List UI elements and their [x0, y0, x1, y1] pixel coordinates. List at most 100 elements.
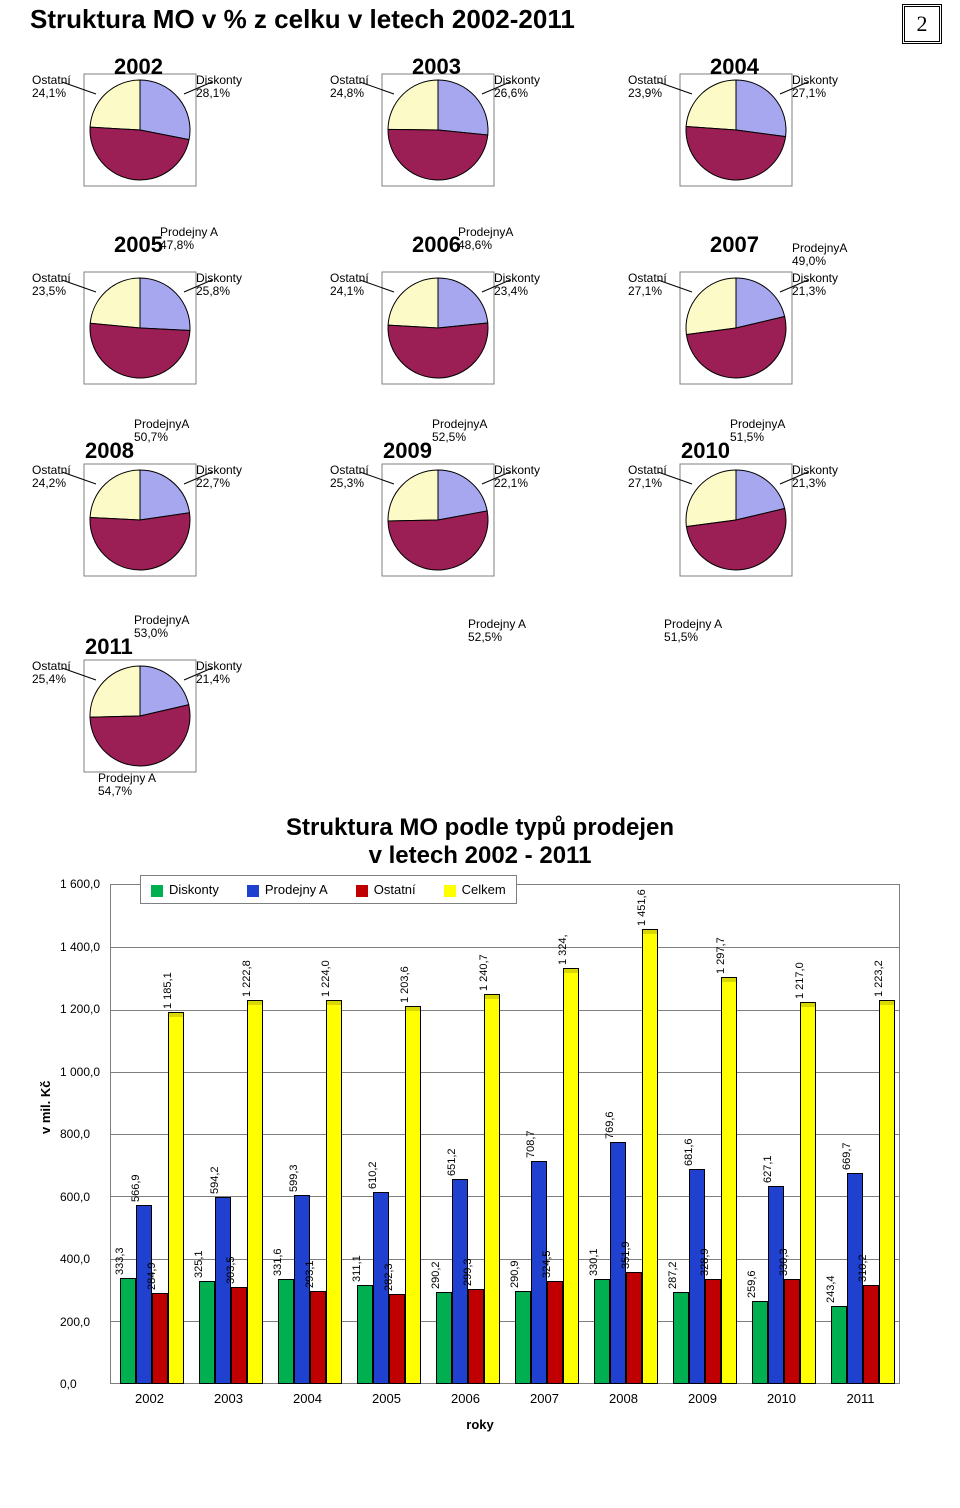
pie-year: 2002 — [114, 54, 163, 80]
bar-value: 303,5 — [225, 1257, 237, 1285]
bar-value: 1 224,0 — [320, 960, 332, 997]
legend-item: Ostatní — [356, 882, 416, 897]
pie-label: Prodejny A47,8% — [160, 226, 218, 252]
bar-value: 330,1 — [588, 1249, 600, 1277]
pie-year: 2011 — [85, 634, 133, 660]
pie-label: ProdejnyA52,5% — [432, 418, 487, 444]
bar-value: 669,7 — [841, 1142, 853, 1170]
bar-value: 627,1 — [762, 1156, 774, 1184]
bar-value: 351,9 — [620, 1242, 632, 1270]
pie-label: ProdejnyA48,6% — [458, 226, 513, 252]
bar-value: 566,9 — [130, 1175, 142, 1203]
bar-value: 328,9 — [699, 1249, 711, 1277]
barchart: 333,3566,9284,91 185,1325,1594,2303,51 2… — [40, 904, 920, 1444]
pie-2008: 2008Ostatní24,2%Diskonty22,7%ProdejnyA50… — [20, 420, 300, 620]
bar-value: 1 203,6 — [399, 966, 411, 1003]
y-tick: 800,0 — [60, 1127, 90, 1141]
bar-value: 290,9 — [509, 1261, 521, 1289]
bar-ostatni: 328,9 — [705, 1279, 721, 1384]
bar-diskonty: 325,1 — [199, 1281, 215, 1385]
bar-ostatni: 282,3 — [389, 1294, 405, 1384]
bar-value: 325,1 — [193, 1250, 205, 1278]
y-tick: 600,0 — [60, 1190, 90, 1204]
pie-2011: 2011Ostatní25,4%Diskonty21,4%ProdejnyA53… — [20, 616, 300, 806]
x-tick: 2009 — [663, 1391, 742, 1406]
bar-celkem: 1 297,7 — [721, 977, 737, 1385]
bar-value: 259,6 — [746, 1271, 758, 1299]
pie-year: 2003 — [412, 54, 461, 80]
pie-label: ProdejnyA50,7% — [134, 418, 189, 444]
page-number-badge: 2 — [902, 4, 942, 44]
x-tick: 2004 — [268, 1391, 347, 1406]
pie-2007: 2007Ostatní27,1%Diskonty21,3%ProdejnyA49… — [616, 228, 896, 418]
y-tick: 200,0 — [60, 1315, 90, 1329]
bar-diskonty: 259,6 — [752, 1301, 768, 1384]
bar-value: 1 297,7 — [715, 937, 727, 974]
barchart-legend: DiskontyProdejny AOstatníCelkem — [140, 875, 517, 904]
pie-label: Diskonty22,1% — [494, 464, 540, 490]
bar-diskonty: 311,1 — [357, 1285, 373, 1384]
pie-label: Diskonty25,8% — [196, 272, 242, 298]
pie-label: Diskonty21,3% — [792, 272, 838, 298]
bar-value: 287,2 — [667, 1262, 679, 1290]
pie-label: Diskonty27,1% — [792, 74, 838, 100]
x-tick: 2002 — [110, 1391, 189, 1406]
bar-diskonty: 243,4 — [831, 1306, 847, 1384]
pie-label: Ostatní23,5% — [32, 272, 71, 298]
y-axis-title: v mil. Kč — [38, 1081, 53, 1134]
bar-ostatni: 351,9 — [626, 1272, 642, 1384]
pie-year: 2009 — [383, 438, 432, 464]
pie-label: Diskonty23,4% — [494, 272, 540, 298]
x-tick: 2003 — [189, 1391, 268, 1406]
bar-value: 1 240,7 — [478, 955, 490, 992]
bar-celkem: 1 240,7 — [484, 994, 500, 1384]
bar-diskonty: 287,2 — [673, 1292, 689, 1384]
pie-label: Diskonty26,6% — [494, 74, 540, 100]
bar-value: 330,3 — [778, 1248, 790, 1276]
x-tick: 2005 — [347, 1391, 426, 1406]
pie-extra-label: Prodejny A52,5% — [468, 618, 526, 808]
pie-label: Ostatní27,1% — [628, 272, 667, 298]
bar-value: 651,2 — [446, 1148, 458, 1176]
pie-label: Diskonty21,3% — [792, 464, 838, 490]
pie-2006: 2006Ostatní24,1%Diskonty23,4%ProdejnyA48… — [318, 228, 598, 418]
bar-ostatni: 310,2 — [863, 1285, 879, 1384]
bar-value: 1 217,0 — [794, 962, 806, 999]
pie-label: Diskonty28,1% — [196, 74, 242, 100]
pie-year: 2007 — [710, 232, 759, 258]
bar-value: 284,9 — [146, 1263, 158, 1291]
bar-value: 708,7 — [525, 1130, 537, 1158]
page-title: Struktura MO v % z celku v letech 2002-2… — [30, 4, 575, 35]
x-tick: 2007 — [505, 1391, 584, 1406]
bar-ostatni: 299,3 — [468, 1289, 484, 1385]
bar-value: 331,6 — [272, 1248, 284, 1276]
bar-value: 324,5 — [541, 1250, 553, 1278]
pie-extra-label: Prodejny A51,5% — [664, 618, 722, 808]
pie-label: Diskonty22,7% — [196, 464, 242, 490]
bar-value: 681,6 — [683, 1139, 695, 1167]
pie-label: Diskonty21,4% — [196, 660, 242, 686]
bar-prodejnyA: 599,3 — [294, 1195, 310, 1384]
pie-label: Ostatní24,8% — [330, 74, 369, 100]
bar-diskonty: 290,9 — [515, 1291, 531, 1384]
bar-ostatni: 284,9 — [152, 1293, 168, 1384]
pie-label: Ostatní23,9% — [628, 74, 667, 100]
bar-value: 299,3 — [462, 1258, 474, 1286]
bar-value: 1 324, — [557, 935, 569, 966]
bar-diskonty: 290,2 — [436, 1292, 452, 1385]
bar-value: 311,1 — [351, 1255, 363, 1282]
pie-2004: 2004Ostatní23,9%Diskonty27,1% — [616, 46, 896, 226]
bar-celkem: 1 224,0 — [326, 1000, 342, 1385]
bar-diskonty: 333,3 — [120, 1278, 136, 1384]
bar-celkem: 1 203,6 — [405, 1006, 421, 1384]
bar-value: 1 185,1 — [162, 972, 174, 1009]
y-tick: 1 600,0 — [60, 877, 100, 891]
pie-label: Ostatní25,3% — [330, 464, 369, 490]
pie-2010: 2010Ostatní27,1%Diskonty21,3%ProdejnyA51… — [616, 420, 896, 620]
subtitle: Struktura MO podle typů prodejenv letech… — [0, 814, 960, 869]
bar-value: 1 451,6 — [636, 889, 648, 926]
bar-value: 310,2 — [857, 1255, 869, 1283]
pie-label: Ostatní27,1% — [628, 464, 667, 490]
bar-value: 282,3 — [383, 1263, 395, 1291]
bar-value: 290,2 — [430, 1261, 442, 1289]
